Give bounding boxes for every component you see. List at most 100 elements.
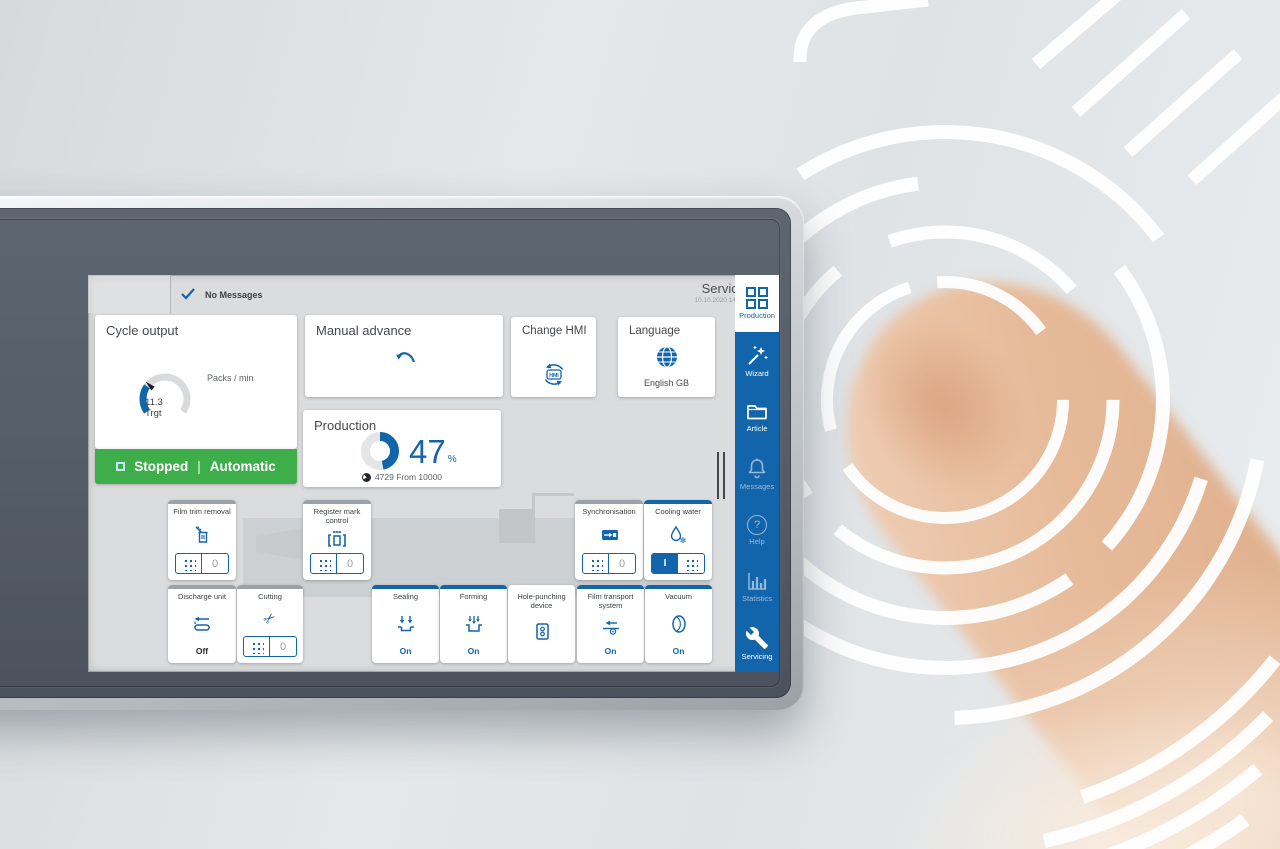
keypad-value-control[interactable]: 0 [243,636,297,657]
component-cutting[interactable]: Cutting ✂ 0 [237,585,303,663]
component-name: Synchronisation [582,507,636,516]
component-vacuum[interactable]: Vacuum On [645,585,712,663]
hmi-panel: No Messages Service 10.10.2020 14:35 Cyc… [0,196,804,710]
language-value: English GB [643,378,690,388]
service-area[interactable]: Service 10.10.2020 14:35 [694,281,745,304]
switch-on-button[interactable]: I [652,554,678,573]
change-hmi-icon: HMI [544,363,563,386]
keypad-button[interactable] [244,637,270,656]
sidebar-item-label: Statistics [741,594,772,604]
keypad-icon [588,556,603,571]
film-trim-icon [195,525,208,543]
production-percent-sign: % [447,453,457,465]
keypad-value-control[interactable]: 0 [582,553,636,574]
component-sealing[interactable]: Sealing On [372,585,439,663]
sidebar-item-label: Help [749,536,765,546]
production-donut [361,432,399,470]
film-transport-icon [602,621,619,636]
discharge-unit-icon [194,616,210,631]
component-status: Off [195,646,209,656]
sidebar-item-label: Wizard [745,368,769,378]
machine-mode: Automatic [209,459,276,474]
component-hole-punching-device[interactable]: Hole-punching device [508,585,575,663]
change-hmi-title: Change HMI [522,325,587,337]
component-name: Discharge unit [178,592,226,601]
folder-icon [747,405,767,420]
manual-advance-tile[interactable]: Manual advance [305,315,503,397]
machine-status-bar[interactable]: Stopped | Automatic [95,449,297,484]
component-value[interactable]: 0 [346,557,354,570]
stopped-icon [116,462,126,471]
component-forming[interactable]: Forming On [440,585,507,663]
component-name: Sealing [392,592,419,601]
component-status: On [467,646,480,656]
component-status: On [399,646,412,656]
sidebar-item-servicing[interactable]: Servicing [735,615,779,672]
keypad-icon [249,639,264,654]
grid-icon [746,286,768,309]
service-datetime: 10.10.2020 14:35 [694,297,745,304]
keypad-button[interactable] [583,554,609,573]
globe-icon [656,346,677,368]
manual-advance-arrow-icon [396,352,416,363]
component-value[interactable]: 0 [279,640,287,653]
component-film-transport-system[interactable]: Film transport system On [577,585,644,663]
component-name: Vacuum [665,592,692,601]
production-progress-text: 4729 From 10000 [374,472,443,482]
component-synchronisation[interactable]: Synchronisation 0 [575,500,643,580]
production-pie-icon [361,472,371,482]
component-film-trim-removal[interactable]: Film trim removal 0 [168,500,236,580]
keypad-button[interactable] [311,554,337,573]
machine-silhouette-pipe-h [532,493,574,496]
keypad-button[interactable] [678,554,704,573]
no-messages-label[interactable]: No Messages [205,290,263,300]
cycle-output-gauge [139,373,191,414]
sidebar-item-help[interactable]: ? Help [735,502,779,559]
sidebar-item-statistics[interactable]: Statistics [735,559,779,616]
sidebar-item-label: Article [746,424,768,434]
header-divider [170,275,171,313]
component-value[interactable]: 0 [618,557,626,570]
component-register-mark-control[interactable]: Register mark control 0 [303,500,371,580]
machine-state: Stopped [134,459,189,474]
wrench-icon [745,627,768,650]
status-separator: | [197,459,201,474]
component-name: Cutting [258,592,282,601]
svg-text:HMI: HMI [549,373,559,379]
change-hmi-tile[interactable]: Change HMI HMI [511,317,596,397]
sidebar-nav: Production Wizard [735,275,779,672]
component-status: On [672,646,685,656]
sidebar-item-label: Messages [739,482,775,492]
cycle-output-tile[interactable]: Cycle output 11.3 Trgt Packs / min [95,315,297,449]
sidebar-item-article[interactable]: Article [735,388,779,445]
production-tile[interactable]: Production 47 % 4729 From 10000 [303,410,501,487]
sidebar-item-production[interactable]: Production [735,275,779,332]
cycle-output-title: Cycle output [106,323,179,338]
cooling-water-icon: ✻ [670,525,687,545]
register-mark-icon [328,531,346,548]
panel-bezel: No Messages Service 10.10.2020 14:35 Cyc… [0,208,791,698]
keypad-button[interactable] [176,554,202,573]
component-cooling-water[interactable]: Cooling water ✻ I [644,500,712,580]
component-discharge-unit[interactable]: Discharge unit Off [168,585,236,663]
sidebar-item-messages[interactable]: Messages [735,445,779,502]
component-value[interactable]: 0 [211,557,219,570]
manual-advance-title: Manual advance [316,323,412,338]
help-icon: ? [747,514,767,535]
keypad-icon [316,556,331,571]
keypad-value-control[interactable]: 0 [310,553,364,574]
component-status: On [604,646,617,656]
sidebar-item-label: Servicing [741,652,773,662]
scroll-indicator[interactable] [717,452,725,499]
scissors-icon: ✂ [260,608,280,629]
wand-icon [748,345,768,365]
hmi-screen: No Messages Service 10.10.2020 14:35 Cyc… [88,275,779,672]
keypad-value-control[interactable]: 0 [175,553,229,574]
production-percent: 47 [409,432,446,470]
stats-icon [748,573,767,591]
language-tile[interactable]: Language English GB [618,317,715,397]
toggle-keypad-control[interactable]: I [651,553,705,574]
header-corner [88,275,170,313]
sidebar-item-wizard[interactable]: Wizard [735,332,779,389]
